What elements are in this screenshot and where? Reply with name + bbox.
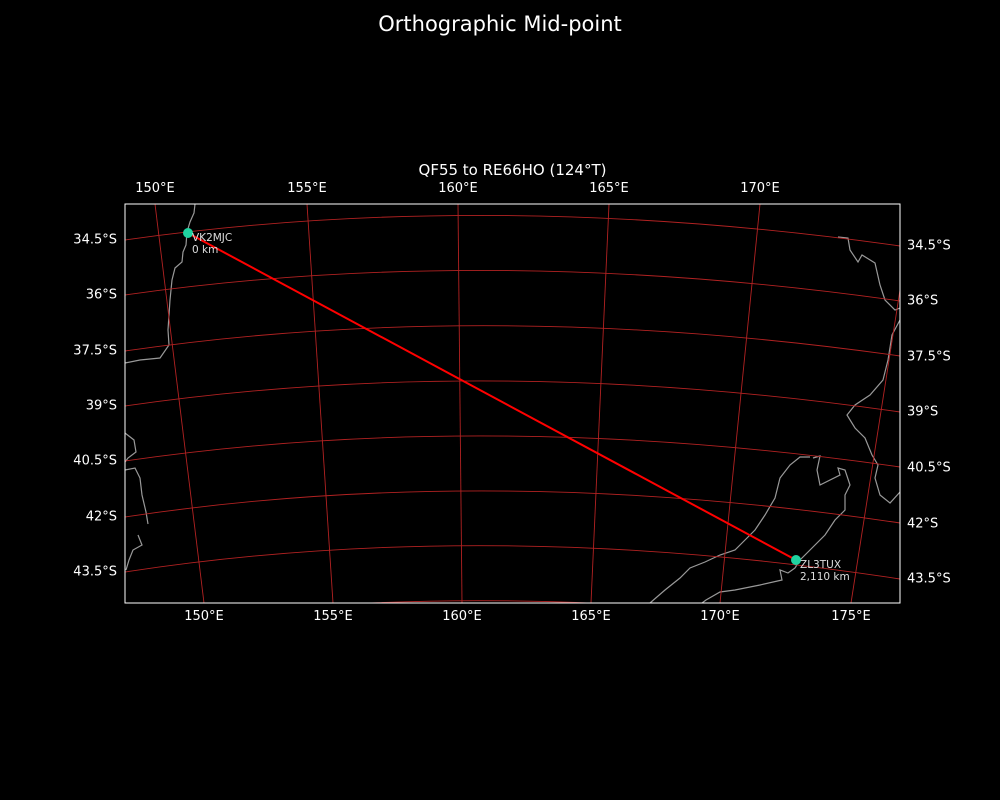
bottom-lon-label: 150°E <box>184 609 224 624</box>
great-circle-path <box>187 232 797 561</box>
meridian-160 <box>457 204 463 603</box>
station-call: VK2MJC <box>192 232 232 244</box>
meridian-155 <box>306 204 334 603</box>
right-lat-label: 37.5°S <box>907 349 951 365</box>
right-lat-label: 39°S <box>907 404 939 420</box>
right-lat-label: 36°S <box>907 293 939 309</box>
bottom-lon-label: 175°E <box>831 609 871 624</box>
south-island-coastline <box>649 455 851 603</box>
left-lat-label: 34.5°S <box>73 232 117 248</box>
parallel-43.5 <box>125 545 900 580</box>
graticule <box>125 204 900 603</box>
left-lat-label: 43.5°S <box>73 564 117 580</box>
station-marker-zl3tux[interactable] <box>791 555 801 565</box>
left-lat-label: 39°S <box>85 398 117 414</box>
top-lon-label: 165°E <box>589 181 629 196</box>
australia-coastline <box>125 204 196 364</box>
left-lat-label: 40.5°S <box>73 453 117 469</box>
map-title: QF55 to RE66HO (124°T) <box>418 161 607 179</box>
parallel-39 <box>125 380 900 413</box>
bottom-lon-label: 165°E <box>571 609 611 624</box>
meridian-170 <box>719 204 761 603</box>
station-distance: 0 km <box>192 244 218 256</box>
meridian-165 <box>590 204 610 603</box>
north-island-coastline <box>837 236 900 504</box>
parallel-40.5 <box>125 435 900 468</box>
meridian-175 <box>850 289 900 603</box>
parallel-37.5 <box>125 325 900 357</box>
station-call: ZL3TUX <box>800 559 841 571</box>
left-lat-label: 37.5°S <box>73 343 117 359</box>
top-lon-label: 160°E <box>438 181 478 196</box>
station-marker-vk2mjc[interactable] <box>183 228 193 238</box>
right-lat-label: 34.5°S <box>907 238 951 254</box>
left-lat-label: 42°S <box>85 509 117 525</box>
top-lon-label: 155°E <box>287 181 327 196</box>
coastlines <box>125 204 900 603</box>
left-lat-label: 36°S <box>85 287 117 303</box>
right-lat-label: 43.5°S <box>907 571 951 587</box>
parallel-34.5 <box>125 214 900 247</box>
map-frame <box>124 203 901 604</box>
meridian-150 <box>154 204 205 603</box>
top-lon-label: 150°E <box>135 181 175 196</box>
bottom-lon-label: 155°E <box>313 609 353 624</box>
top-lon-label: 170°E <box>740 181 780 196</box>
bottom-lon-label: 170°E <box>700 609 740 624</box>
right-lat-label: 42°S <box>907 516 939 532</box>
bottom-lon-label: 160°E <box>442 609 482 624</box>
right-lat-label: 40.5°S <box>907 460 951 476</box>
parallel-45 <box>361 600 598 603</box>
station-distance: 2,110 km <box>800 571 850 583</box>
victoria-coastline <box>125 432 149 571</box>
parallel-36 <box>125 269 900 302</box>
figure-title: Orthographic Mid-point <box>378 12 622 36</box>
parallel-42 <box>125 490 900 524</box>
